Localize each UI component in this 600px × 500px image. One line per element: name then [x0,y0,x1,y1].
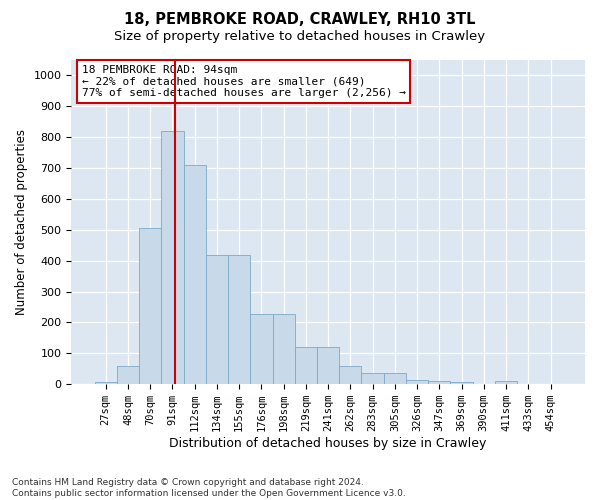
Text: 18 PEMBROKE ROAD: 94sqm
← 22% of detached houses are smaller (649)
77% of semi-d: 18 PEMBROKE ROAD: 94sqm ← 22% of detache… [82,65,406,98]
Bar [250,314,272,384]
Bar [384,374,406,384]
Bar [339,366,361,384]
Bar [95,382,117,384]
Bar [361,374,384,384]
Bar [495,381,517,384]
Bar [406,380,428,384]
Bar [451,382,473,384]
Bar [295,347,317,384]
X-axis label: Distribution of detached houses by size in Crawley: Distribution of detached houses by size … [169,437,487,450]
Bar [161,131,184,384]
Text: Contains HM Land Registry data © Crown copyright and database right 2024.
Contai: Contains HM Land Registry data © Crown c… [12,478,406,498]
Text: 18, PEMBROKE ROAD, CRAWLEY, RH10 3TL: 18, PEMBROKE ROAD, CRAWLEY, RH10 3TL [124,12,476,28]
Y-axis label: Number of detached properties: Number of detached properties [15,129,28,315]
Bar [139,228,161,384]
Bar [206,255,228,384]
Text: Size of property relative to detached houses in Crawley: Size of property relative to detached ho… [115,30,485,43]
Bar [317,347,339,384]
Bar [228,255,250,384]
Bar [184,165,206,384]
Bar [428,380,451,384]
Bar [117,366,139,384]
Bar [272,314,295,384]
